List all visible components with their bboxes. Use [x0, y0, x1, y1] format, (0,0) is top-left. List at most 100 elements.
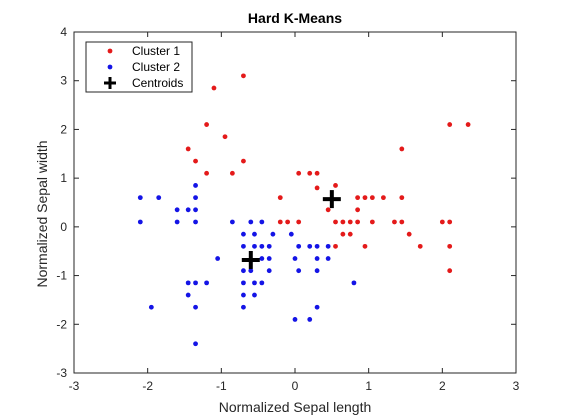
y-tick-label: 3 — [60, 74, 67, 88]
cluster-1-point — [204, 122, 210, 127]
x-tick-label: -1 — [216, 379, 227, 393]
cluster-1-point — [285, 219, 291, 225]
cluster-1-point — [241, 158, 246, 164]
cluster-2-point — [241, 268, 246, 274]
cluster-1-point — [369, 219, 375, 225]
cluster-1-point — [222, 134, 228, 140]
cluster-1-point — [325, 207, 331, 213]
cluster-2-point — [351, 280, 357, 286]
cluster-2-point — [174, 219, 180, 225]
cluster-2-point — [193, 219, 198, 225]
cluster-2-point — [252, 292, 257, 298]
chart-title: Hard K-Means — [248, 10, 342, 26]
centroid-marker — [322, 190, 341, 209]
legend-label: Cluster 2 — [132, 60, 180, 74]
cluster-1-point — [347, 219, 353, 225]
y-tick-label: -2 — [56, 317, 67, 331]
cluster-2-point — [156, 195, 162, 201]
cluster-1-point — [417, 243, 423, 249]
cluster-2-point — [241, 292, 246, 298]
cluster-2-point — [137, 195, 143, 201]
cluster-2-point — [241, 280, 246, 286]
cluster-1-point — [277, 219, 283, 225]
cluster-2-point — [292, 317, 298, 322]
cluster-2-point — [241, 304, 246, 310]
cluster-1-point — [362, 243, 368, 249]
cluster-2-point — [185, 207, 191, 213]
y-tick-label: 1 — [60, 171, 67, 185]
cluster-2-point — [193, 280, 198, 286]
cluster-2-point — [252, 231, 257, 237]
cluster-2-point — [174, 207, 180, 213]
cluster-1-point — [399, 195, 405, 201]
cluster-1-point — [355, 195, 361, 201]
cluster-1-point — [211, 85, 217, 91]
cluster-2-point — [193, 195, 198, 201]
cluster-2-point — [185, 292, 191, 298]
cluster-2-point — [185, 280, 191, 286]
y-tick-label: 4 — [60, 25, 67, 39]
cluster-2-point — [296, 243, 302, 249]
cluster-1-point — [204, 170, 210, 176]
y-tick-label: -1 — [56, 269, 67, 283]
cluster-2-point — [314, 256, 320, 261]
cluster-2-point — [314, 268, 320, 274]
cluster-2-point — [193, 304, 198, 310]
cluster-1-point — [399, 146, 405, 152]
cluster-2-point — [259, 219, 265, 225]
cluster-1-point — [185, 146, 191, 152]
x-tick-label: 3 — [513, 379, 520, 393]
cluster-1-point — [333, 243, 338, 249]
cluster-2-point — [266, 243, 272, 249]
legend-marker-centroids — [104, 77, 116, 89]
cluster-1-point — [277, 195, 283, 201]
x-tick-label: 2 — [439, 379, 446, 393]
cluster-2-point — [314, 304, 320, 310]
cluster-2-point — [252, 243, 257, 249]
cluster-1-point — [241, 73, 246, 79]
cluster-2-point — [266, 268, 272, 274]
cluster-2-point — [148, 304, 154, 310]
cluster-1-point — [447, 122, 453, 127]
cluster-2-point — [325, 243, 331, 249]
legend-marker-cluster-1 — [107, 48, 113, 54]
cluster-2-point — [248, 219, 254, 225]
axes: -3 -2 -1 0 1 2 3 -3 -2 -1 0 1 2 3 4 — [56, 25, 519, 393]
cluster-2-point — [252, 280, 257, 286]
x-tick-label: -2 — [142, 379, 153, 393]
legend-marker-cluster-2 — [107, 64, 113, 70]
cluster-2-point — [270, 231, 276, 237]
cluster-1-point — [465, 122, 471, 127]
cluster-2-point — [266, 256, 272, 261]
cluster-1-point — [399, 219, 405, 225]
y-tick-label: -3 — [56, 366, 67, 380]
cluster-2-point — [259, 243, 265, 249]
cluster-1-point — [193, 158, 198, 164]
cluster-2-point — [193, 183, 198, 188]
cluster-2-point — [296, 268, 302, 274]
cluster-1-point — [362, 195, 368, 201]
x-tick-label: 1 — [365, 379, 372, 393]
cluster-1-point — [340, 231, 346, 237]
cluster-2-point — [259, 280, 265, 286]
legend-box — [85, 41, 193, 93]
legend-label: Centroids — [132, 76, 183, 90]
cluster-2-point — [204, 280, 210, 286]
cluster-2-point — [229, 219, 235, 225]
legend-label: Cluster 1 — [132, 44, 180, 58]
centroid-marker — [241, 250, 260, 269]
cluster-1-point — [314, 185, 320, 191]
cluster-1-point — [439, 219, 445, 225]
cluster-1-point — [406, 231, 412, 237]
cluster-2-point — [193, 207, 198, 213]
cluster-2-point — [259, 256, 265, 261]
cluster-1-point — [296, 170, 302, 176]
x-axis-label: Normalized Sepal length — [219, 399, 372, 415]
y-tick-label: 2 — [60, 122, 67, 136]
cluster-1-point — [355, 219, 361, 225]
x-tick-label: -3 — [69, 379, 80, 393]
cluster-1-point — [296, 219, 302, 225]
cluster-1-point — [447, 268, 453, 274]
cluster-1-point — [369, 195, 375, 201]
